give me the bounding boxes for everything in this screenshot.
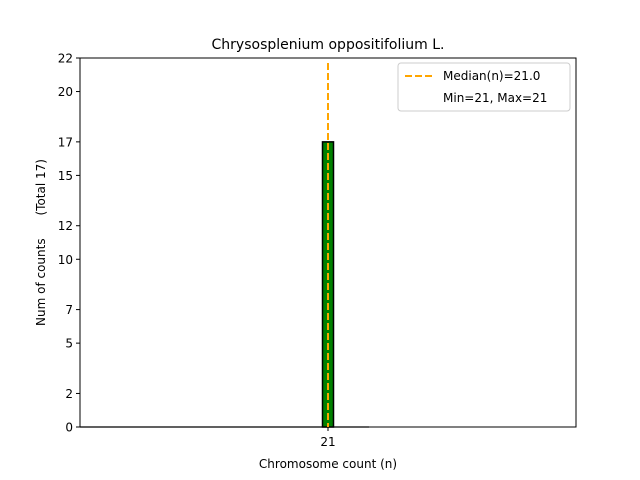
legend-minmax-label: Min=21, Max=21 bbox=[443, 91, 547, 105]
y-axis-label: Num of counts (Total 17) bbox=[34, 159, 48, 326]
y-tick-label: 12 bbox=[58, 219, 73, 233]
y-tick-label: 2 bbox=[65, 387, 73, 401]
legend-median-label: Median(n)=21.0 bbox=[443, 69, 540, 83]
y-tick-label: 10 bbox=[58, 253, 73, 267]
y-tick-label: 7 bbox=[65, 303, 73, 317]
y-tick-label: 15 bbox=[58, 169, 73, 183]
legend: Median(n)=21.0 Min=21, Max=21 bbox=[397, 62, 571, 112]
y-axis-ticks: 0 2 5 7 10 12 15 17 20 22 bbox=[58, 52, 80, 435]
x-tick-label: 21 bbox=[320, 435, 335, 449]
x-axis-ticks: 21 bbox=[320, 427, 336, 449]
plot-area: 0 2 5 7 10 12 15 17 20 22 21 bbox=[58, 52, 577, 449]
legend-frame bbox=[397, 62, 571, 112]
y-tick-label: 0 bbox=[65, 421, 73, 435]
y-tick-label: 20 bbox=[58, 85, 73, 99]
y-tick-label: 17 bbox=[58, 135, 73, 149]
x-axis-label: Chromosome count (n) bbox=[259, 457, 397, 471]
y-tick-label: 5 bbox=[65, 337, 73, 351]
chart-title: Chrysosplenium oppositifolium L. bbox=[212, 37, 445, 53]
y-tick-label: 22 bbox=[58, 52, 73, 66]
